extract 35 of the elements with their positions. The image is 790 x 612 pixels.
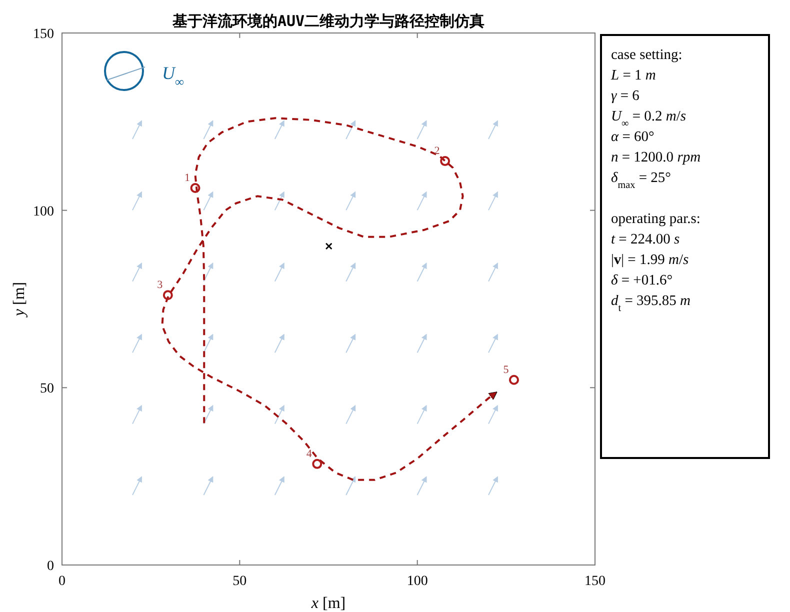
text: α = 60°: [611, 129, 655, 145]
text: δ$_{max}$ = 25°: [611, 170, 672, 190]
text: U$_{∞}$ = 0.2 m/s: [611, 108, 686, 129]
text: γ = 6: [611, 88, 640, 104]
x-tick-label: 100: [406, 574, 428, 589]
x-tick-label: 50: [232, 574, 247, 589]
point: [508, 374, 519, 385]
point: [325, 242, 332, 250]
x-tick-label: 0: [58, 574, 66, 589]
y-tick-label: 0: [47, 559, 54, 574]
text: d$_{t}$ = 395.85 m: [611, 293, 690, 314]
point: [190, 182, 200, 193]
text: n = 1200.0 rpm: [611, 150, 701, 166]
annotation: 1: [184, 172, 190, 184]
text: t = 224.00 s: [611, 232, 680, 248]
annotation: 5: [503, 364, 510, 376]
annotation: 4: [306, 448, 312, 460]
chart-title: 基于洋流环境的AUV二维动力学与路径控制仿真: [171, 12, 485, 30]
text: case setting:: [611, 47, 682, 63]
text: L = 1 m: [610, 68, 656, 84]
text: δ = +01.6°: [611, 272, 673, 288]
text: |v| = 1.99 m/s: [611, 252, 690, 268]
y-tick-label: 50: [40, 382, 54, 397]
y-tick-label: 100: [33, 204, 54, 220]
y-tick-label: 150: [33, 27, 54, 42]
annotation: 3: [157, 279, 164, 292]
annotation: U$_{∞}$: [162, 63, 184, 89]
text: operating par.s:: [611, 211, 700, 227]
y-axis-title: y [m]: [11, 282, 28, 318]
x-axis-title: x [m]: [310, 595, 346, 612]
x-tick-label: 150: [584, 574, 606, 589]
point: [440, 156, 450, 166]
annotation: 2: [434, 145, 440, 158]
point: [312, 458, 322, 469]
point: [162, 290, 173, 300]
